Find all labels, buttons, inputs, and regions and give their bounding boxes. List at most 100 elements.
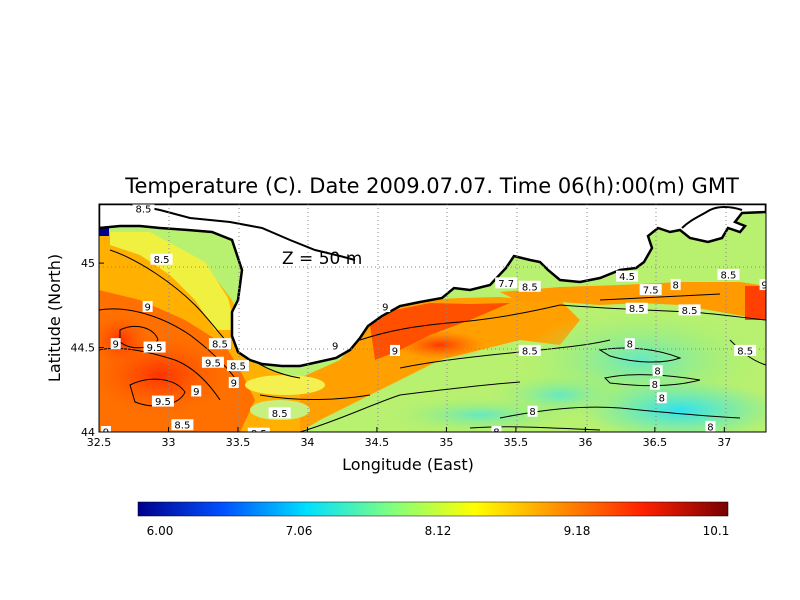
contour-label-bg — [649, 378, 660, 390]
contour-label: 4.5 — [619, 272, 635, 283]
contour-label: 8.5 — [136, 205, 152, 216]
contour-label-bg — [652, 365, 663, 377]
colorbar — [137, 501, 729, 517]
contour-label-bg — [734, 344, 757, 356]
contour-label-bg — [171, 419, 194, 431]
contour-label: 8.5 — [522, 282, 538, 293]
contour-label-bg — [639, 284, 662, 296]
contour-label: 8.5 — [272, 409, 288, 420]
map-plot-area: 8.58.599 9.59.598.59.5 8.598.58.59 997.7 8.5… — [99, 204, 767, 440]
contour-label-bg — [670, 279, 681, 291]
contour-label: 8 — [493, 428, 499, 439]
contour-label: 9 — [144, 303, 150, 314]
contour-label-bg — [268, 407, 291, 419]
contour-label: 8.5 — [737, 346, 753, 357]
contour-label-bg — [201, 356, 224, 368]
contour-label: 8 — [627, 340, 633, 351]
land-mass — [99, 204, 766, 368]
contour-label: 9.5 — [205, 358, 221, 369]
warm-region-central — [300, 297, 580, 432]
colorbar-tick-label: 10.1 — [703, 524, 730, 538]
contour-label: 8.5 — [522, 346, 538, 357]
contour-label-bg — [759, 279, 766, 291]
contour-label: 9 — [332, 341, 338, 352]
contour-label: 9 — [231, 379, 237, 390]
y-axis-label: Latitude (North) — [45, 254, 64, 382]
contour-label: 9 — [382, 303, 388, 314]
contour-label-bg — [380, 301, 391, 313]
contour-label: 8 — [672, 281, 678, 292]
contour-label: 8.5 — [154, 255, 170, 266]
contour-label-bg — [132, 204, 155, 215]
hot-band-east — [745, 286, 766, 320]
contour-label-bg — [150, 253, 173, 265]
contour-label-bg — [208, 338, 231, 350]
contour-label-bg — [625, 302, 648, 314]
contour-lines — [99, 249, 766, 432]
contour-label: 8 — [529, 407, 535, 418]
contour-label-bg — [717, 268, 740, 280]
contour-label: 9.5 — [147, 343, 163, 354]
contour-label-bg — [100, 426, 111, 432]
hot-core-central — [395, 331, 485, 359]
colorbar-tick-label: 9.18 — [564, 524, 591, 538]
colorbar-ticks: 6.00 7.06 8.12 9.18 10.1 — [147, 524, 730, 538]
contour-label: 7.7 — [498, 279, 514, 290]
contour-labels: 8.58.599 9.59.598.59.5 8.598.58.59 997.7 8.5… — [100, 204, 767, 440]
x-axis-label: Longitude (East) — [342, 455, 474, 474]
contour-label: 8.5 — [721, 270, 737, 281]
contour-label: 9 — [193, 387, 199, 398]
contour-label-bg — [142, 301, 153, 313]
y-tick-label: 45 — [81, 257, 95, 270]
contour-label-bg — [247, 427, 270, 432]
warm-patch-33-8 — [245, 375, 325, 395]
land-inlet-east — [681, 206, 743, 229]
contour-label-bg — [518, 344, 541, 356]
contour-label: 8.5 — [174, 421, 190, 432]
y-tick-label: 44.5 — [71, 342, 96, 355]
contour-label: 8.5 — [682, 306, 698, 317]
colorbar-tick-label: 7.06 — [286, 524, 313, 538]
x-tick-label: 36.5 — [643, 436, 668, 449]
contour-label: 9.5 — [155, 397, 171, 408]
contour-label-bg — [495, 277, 518, 289]
contour-label-bg — [389, 344, 400, 356]
contour-label-bg — [705, 420, 716, 432]
hot-core-west-2 — [99, 315, 150, 365]
contour-label: 8 — [652, 380, 658, 391]
x-tick-label: 35.5 — [504, 436, 529, 449]
contour-label: 8.5 — [251, 429, 267, 440]
contour-label: 9 — [392, 346, 398, 357]
x-tick-label: 32.5 — [87, 436, 112, 449]
contour-label: 8.5 — [212, 340, 228, 351]
warm-band-east — [500, 282, 766, 320]
contour-label-bg — [191, 385, 202, 397]
cold-pocket — [99, 226, 109, 236]
x-tick-label: 33.5 — [226, 436, 251, 449]
contour-label: 8.5 — [629, 304, 645, 315]
y-tick-label: 44 — [81, 426, 95, 439]
cool-region-central — [390, 397, 570, 432]
depth-annotation: Z = 50 m — [282, 249, 362, 269]
contour-label-bg — [527, 405, 538, 417]
contour-label-bg — [110, 338, 121, 350]
y-axis-ticks: 44 44.5 45 — [71, 257, 104, 439]
x-tick-label: 37 — [717, 436, 731, 449]
contour-label: 9 — [761, 281, 767, 292]
chart-title: Temperature (C). Date 2009.07.07. Time 0… — [124, 174, 739, 198]
contour-label-bg — [228, 377, 239, 389]
contour-label-bg — [151, 395, 174, 407]
contour-label: 7.5 — [643, 286, 659, 297]
contour-label: 8.5 — [230, 362, 246, 373]
land-inlet-north — [129, 204, 356, 261]
contour-label-bg — [330, 339, 341, 351]
coastal-band-west — [110, 232, 236, 330]
x-tick-label: 33 — [161, 436, 175, 449]
contour-label-bg — [616, 270, 639, 282]
x-tick-label: 35 — [439, 436, 453, 449]
contour-label-bg — [678, 304, 701, 316]
contour-label: 8 — [707, 422, 713, 433]
contour-label-bg — [491, 426, 502, 432]
contour-label: 9 — [112, 340, 118, 351]
